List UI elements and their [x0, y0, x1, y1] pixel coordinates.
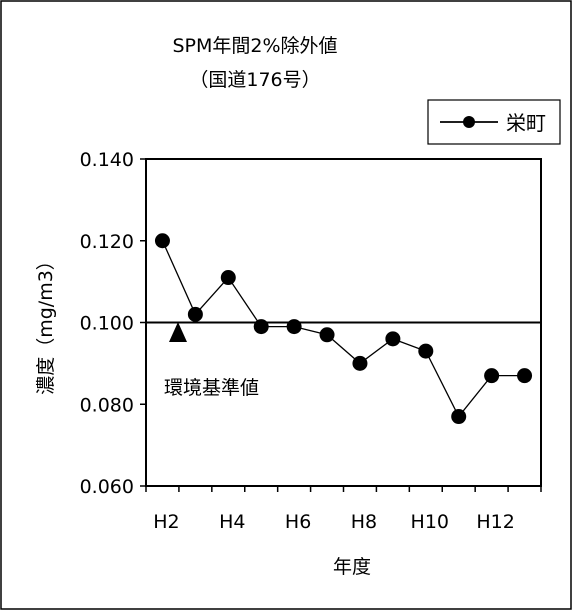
legend: 栄町: [427, 99, 561, 145]
data-point: [484, 368, 500, 384]
chart-subtitle: （国道176号）: [189, 69, 320, 91]
data-point: [352, 355, 368, 371]
data-point: [154, 233, 170, 249]
reference-arrow: [169, 322, 187, 342]
data-point: [385, 331, 401, 347]
reference-label: 環境基準値: [164, 377, 259, 399]
data-point: [319, 327, 335, 343]
x-tick-label: H12: [476, 511, 514, 533]
y-tick-label: 0.100: [80, 313, 134, 335]
y-tick-label: 0.060: [80, 476, 134, 498]
data-point: [517, 368, 533, 384]
x-tick-label: H10: [411, 511, 449, 533]
y-axis-label: 濃度（mg/m3）: [35, 251, 57, 395]
y-ticks: 0.060 0.080 0.100 0.120 0.140: [80, 149, 146, 498]
y-tick-label: 0.140: [80, 149, 134, 171]
data-point: [286, 319, 302, 335]
plot-area: [145, 158, 542, 487]
data-point: [187, 306, 203, 322]
data-point: [253, 319, 269, 335]
legend-label: 栄町: [506, 111, 546, 135]
x-tick-label: H2: [153, 511, 179, 533]
data-point: [451, 409, 467, 425]
legend-marker: [463, 116, 475, 128]
x-tick-label: H4: [219, 511, 245, 533]
x-tick-label: H6: [285, 511, 311, 533]
y-tick-label: 0.080: [80, 394, 134, 416]
series-line: [161, 240, 525, 418]
data-point: [220, 270, 236, 286]
y-tick-label: 0.120: [80, 231, 134, 253]
data-point: [418, 343, 434, 359]
x-tick-label: H8: [351, 511, 377, 533]
chart-title: SPM年間2%除外値: [172, 35, 337, 57]
x-ticks: H2 H4 H6 H8 H10 H12: [145, 486, 542, 533]
x-axis-label: 年度: [333, 556, 371, 578]
